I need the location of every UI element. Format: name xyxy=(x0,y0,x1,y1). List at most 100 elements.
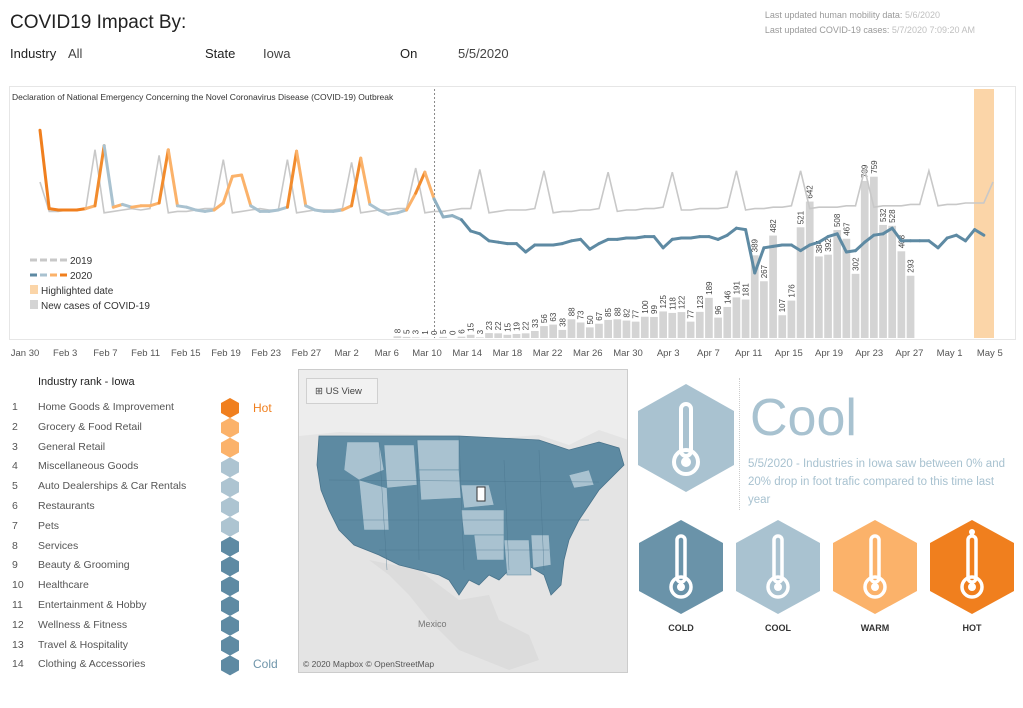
new-cases-bar[interactable] xyxy=(466,334,475,338)
new-cases-bar[interactable] xyxy=(576,322,585,338)
us-map[interactable] xyxy=(298,369,628,673)
series-2020-segment xyxy=(304,204,317,212)
rank-number: 7 xyxy=(12,519,18,532)
new-cases-bar[interactable] xyxy=(393,336,402,338)
series-2020-segment xyxy=(194,208,207,213)
new-cases-bar[interactable] xyxy=(521,333,530,338)
new-cases-label: 15 xyxy=(503,322,512,331)
new-cases-bar[interactable] xyxy=(686,321,695,338)
hot-label: Hot xyxy=(253,401,272,415)
new-cases-bar[interactable] xyxy=(805,201,814,338)
rank-industry-label: Home Goods & Improvement xyxy=(38,401,174,413)
new-cases-bar[interactable] xyxy=(540,326,548,338)
series-2020-segment xyxy=(230,173,244,178)
new-cases-bar[interactable] xyxy=(595,323,603,338)
new-cases-bar[interactable] xyxy=(796,227,805,338)
series-2020-segment xyxy=(835,232,848,254)
new-cases-bar[interactable] xyxy=(888,225,897,338)
new-cases-bar[interactable] xyxy=(659,311,667,338)
new-cases-bar[interactable] xyxy=(485,333,493,338)
x-tick-label: Mar 10 xyxy=(412,348,442,359)
new-cases-bar[interactable] xyxy=(851,273,860,338)
rank-hex xyxy=(221,398,239,418)
series-2020-segment xyxy=(515,242,528,254)
rank-number: 8 xyxy=(12,539,18,552)
new-cases-bar[interactable] xyxy=(723,306,732,338)
x-tick-label: Feb 27 xyxy=(292,348,322,359)
new-cases-bar[interactable] xyxy=(824,254,832,338)
new-cases-bar[interactable] xyxy=(906,275,915,338)
series-2020-segment xyxy=(936,236,949,250)
series-2020-segment xyxy=(441,214,454,219)
series-2020-segment xyxy=(120,202,134,209)
us-view-button[interactable]: ⊞ US View xyxy=(306,378,378,404)
new-cases-bar[interactable] xyxy=(411,337,420,338)
new-cases-bar[interactable] xyxy=(760,281,768,338)
new-cases-bar[interactable] xyxy=(640,316,649,338)
chart-frame xyxy=(9,86,1016,340)
industry-filter[interactable]: All xyxy=(68,46,83,61)
new-cases-bar[interactable] xyxy=(622,320,631,338)
state-filter[interactable]: Iowa xyxy=(263,46,291,61)
legend-label: 2019 xyxy=(70,256,93,267)
new-cases-label: 293 xyxy=(907,259,916,273)
series-2020-segment xyxy=(551,242,564,247)
new-cases-bar[interactable] xyxy=(549,324,558,338)
new-cases-bar[interactable] xyxy=(631,321,640,338)
new-cases-bar[interactable] xyxy=(558,329,567,338)
new-cases-bar[interactable] xyxy=(567,319,576,338)
series-2020-segment xyxy=(487,239,500,244)
rank-number: 3 xyxy=(12,440,18,453)
rank-number: 4 xyxy=(12,460,18,473)
new-cases-bar[interactable] xyxy=(842,238,851,338)
new-cases-bar[interactable] xyxy=(860,180,869,338)
new-cases-bar[interactable] xyxy=(494,333,503,338)
new-cases-bar[interactable] xyxy=(870,176,878,338)
new-cases-bar[interactable] xyxy=(705,297,713,338)
new-cases-bar[interactable] xyxy=(879,224,887,338)
new-cases-bar[interactable] xyxy=(778,315,787,338)
map-country-label: Mexico xyxy=(418,619,447,629)
new-cases-bar[interactable] xyxy=(503,334,512,338)
new-cases-bar[interactable] xyxy=(475,337,484,338)
new-cases-bar[interactable] xyxy=(897,251,906,338)
series-2020-segment xyxy=(524,243,537,254)
series-2020-segment xyxy=(973,228,986,237)
new-cases-bar[interactable] xyxy=(677,312,686,338)
date-filter[interactable]: 5/5/2020 xyxy=(458,46,509,61)
new-cases-bar[interactable] xyxy=(714,317,722,338)
new-cases-bar[interactable] xyxy=(585,327,594,338)
series-2020-segment xyxy=(964,228,977,243)
new-cases-bar[interactable] xyxy=(604,319,612,338)
series-2020-segment xyxy=(130,204,143,209)
new-cases-bar[interactable] xyxy=(787,300,796,338)
new-cases-bar[interactable] xyxy=(457,336,466,338)
new-cases-bar[interactable] xyxy=(769,235,777,338)
x-tick-label: Feb 19 xyxy=(211,348,241,359)
series-2020-segment xyxy=(368,202,381,212)
new-cases-bar[interactable] xyxy=(613,319,622,338)
new-cases-bar[interactable] xyxy=(732,297,741,338)
new-cases-bar[interactable] xyxy=(741,299,750,338)
new-cases-bar[interactable] xyxy=(439,336,448,338)
new-cases-label: 521 xyxy=(797,210,806,224)
new-cases-bar[interactable] xyxy=(668,312,677,338)
new-cases-label: 482 xyxy=(769,219,778,233)
new-cases-bar[interactable] xyxy=(402,336,411,338)
new-cases-label: 85 xyxy=(604,307,613,316)
series-2020-segment xyxy=(716,233,729,241)
new-cases-bar[interactable] xyxy=(650,316,658,338)
new-cases-bar[interactable] xyxy=(695,311,704,338)
series-2019-line[interactable] xyxy=(39,149,994,214)
new-cases-bar[interactable] xyxy=(833,230,842,338)
rank-hex xyxy=(221,417,239,438)
new-cases-bar[interactable] xyxy=(815,256,823,338)
new-cases-bar[interactable] xyxy=(530,330,539,338)
series-2020-segment xyxy=(93,144,106,208)
series-2020-segment xyxy=(350,156,363,208)
rank-hex xyxy=(221,457,239,478)
rank-number: 13 xyxy=(12,638,24,651)
new-cases-bar[interactable] xyxy=(512,333,521,338)
new-cases-bar[interactable] xyxy=(750,255,759,338)
